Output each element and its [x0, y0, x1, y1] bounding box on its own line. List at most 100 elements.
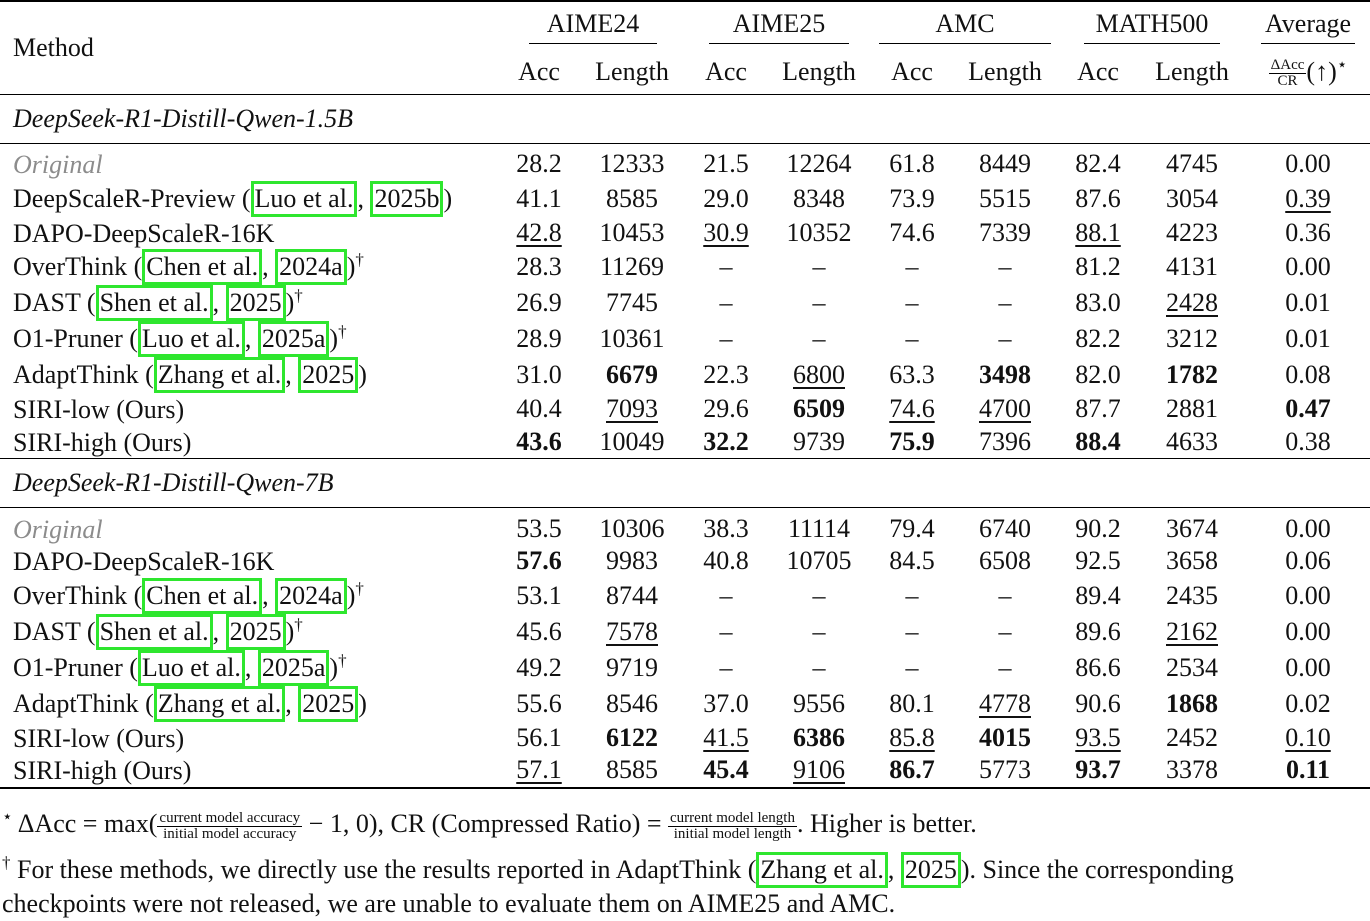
value-cell: 6800 — [793, 360, 845, 390]
citation-link[interactable]: 2025 — [298, 685, 359, 722]
method-name: DAPO-DeepScaleR-16K — [13, 218, 275, 248]
method-cell: DAPO-DeepScaleR-16K — [0, 545, 500, 578]
value-cell: 3054 — [1166, 183, 1218, 213]
value-cell: 57.1 — [516, 755, 562, 785]
value-cell: 10306 — [599, 513, 665, 543]
value-cell: 0.00 — [1285, 616, 1331, 646]
value-cell: – — [812, 252, 826, 282]
value-cell: 30.9 — [703, 217, 749, 247]
citation-link[interactable]: Zhang et al. — [756, 852, 888, 888]
citation-link[interactable]: 2025a — [257, 321, 330, 358]
value-cell: 75.9 — [889, 427, 935, 457]
math500-header: MATH500 — [1083, 9, 1221, 44]
citation-link[interactable]: Zhang et al. — [153, 685, 286, 722]
value-cell: 29.6 — [703, 394, 749, 424]
value-cell: 4633 — [1166, 427, 1218, 457]
value-cell: 3378 — [1166, 755, 1218, 785]
method-name: AdaptThink ( — [13, 360, 154, 390]
value-cell: 0.00 — [1285, 252, 1331, 282]
citation-link[interactable]: 2025 — [225, 613, 286, 650]
dagger-mark: † — [338, 322, 347, 342]
table-row: Original 28.2 12333 21.5 12264 61.8 8449 82.4 47… — [0, 144, 1370, 181]
delta-acc-over-cr: ΔAcc CR — [1268, 57, 1307, 90]
method-cell: AdaptThink (Zhang et al., 2025) — [0, 685, 500, 722]
footnote-star: ⋆ ΔAcc = max(current model accuracy initi… — [2, 807, 977, 842]
value-cell: 89.6 — [1075, 616, 1121, 646]
value-cell: 4223 — [1166, 217, 1218, 247]
method-cell: OverThink (Chen et al., 2024a)† — [0, 249, 500, 286]
dagger-mark: † — [294, 614, 303, 634]
citation-link[interactable]: Luo et al. — [137, 321, 245, 358]
value-cell: 80.1 — [889, 688, 935, 718]
results-table: Method AIME24 AIME25 AMC MATH500 Average… — [0, 0, 1370, 790]
method-name: O1-Pruner ( — [13, 324, 138, 354]
length-header: Length — [968, 57, 1042, 86]
citation-link[interactable]: Zhang et al. — [153, 357, 286, 394]
aime24-header: AIME24 — [528, 9, 658, 44]
value-cell: 86.7 — [889, 755, 935, 785]
value-cell: 0.00 — [1285, 580, 1331, 610]
method-name: DAST ( — [13, 616, 96, 646]
value-cell: 79.4 — [889, 513, 935, 543]
citation-link[interactable]: 2024a — [275, 249, 347, 286]
value-cell: 0.38 — [1285, 427, 1331, 457]
citation-link[interactable]: Chen et al. — [142, 577, 263, 614]
value-cell: 92.5 — [1075, 546, 1121, 576]
citation-link[interactable]: 2025 — [225, 285, 286, 322]
method-cell: SIRI-high (Ours) — [0, 754, 500, 788]
table-row: SIRI-high (Ours) 43.6 10049 32.2 9739 75.9 739… — [0, 426, 1370, 459]
aime25-header: AIME25 — [708, 9, 850, 44]
method-cell: Original — [0, 144, 500, 181]
value-cell: 87.7 — [1075, 394, 1121, 424]
citation-link[interactable]: 2025b — [370, 180, 444, 217]
citation-link[interactable]: 2024a — [275, 577, 347, 614]
value-cell: 9719 — [606, 652, 658, 682]
citation-link[interactable]: Shen et al. — [95, 613, 213, 650]
value-cell: 12264 — [786, 149, 852, 179]
table-row: SIRI-low (Ours) 40.4 7093 29.6 6509 74.6 4700 8… — [0, 393, 1370, 426]
value-cell: 31.0 — [516, 360, 562, 390]
value-cell: 22.3 — [703, 360, 749, 390]
method-name: AdaptThink ( — [13, 688, 154, 718]
value-cell: 2452 — [1166, 722, 1218, 752]
table-row: O1-Pruner (Luo et al., 2025a)† 28.9 10361 –… — [0, 321, 1370, 358]
value-cell: 0.36 — [1285, 217, 1331, 247]
value-cell: 56.1 — [516, 722, 562, 752]
value-cell: 38.3 — [703, 513, 749, 543]
value-cell: – — [812, 324, 826, 354]
method-cell: SIRI-high (Ours) — [0, 426, 500, 459]
value-cell: 5515 — [979, 183, 1031, 213]
value-cell: – — [905, 252, 919, 282]
value-cell: 28.2 — [516, 149, 562, 179]
value-cell: 6508 — [979, 546, 1031, 576]
method-name: Original — [13, 514, 103, 544]
table-row: DAPO-DeepScaleR-16K 57.6 9983 40.8 10705 84.5… — [0, 545, 1370, 578]
value-cell: 74.6 — [889, 217, 935, 247]
method-name: O1-Pruner ( — [13, 652, 138, 682]
value-cell: – — [998, 324, 1012, 354]
acc-header: Acc — [1077, 57, 1119, 86]
value-cell: 9983 — [606, 546, 658, 576]
value-cell: 0.01 — [1285, 288, 1331, 318]
citation-link[interactable]: Luo et al. — [250, 180, 358, 217]
value-cell: – — [905, 616, 919, 646]
dagger-mark: † — [338, 650, 347, 670]
method-name: SIRI-high (Ours) — [13, 756, 192, 786]
citation-link[interactable]: Luo et al. — [137, 649, 245, 686]
citation-link[interactable]: Shen et al. — [95, 285, 213, 322]
value-cell: 0.08 — [1285, 360, 1331, 390]
value-cell: 82.4 — [1075, 149, 1121, 179]
citation-link[interactable]: 2025 — [900, 852, 961, 888]
footnote-dagger: † For these methods, we directly use the… — [2, 852, 1234, 888]
value-cell: 7578 — [606, 616, 658, 646]
table-row: DAST (Shen et al., 2025)† 45.6 7578 – – – – 89.… — [0, 613, 1370, 650]
header-row-metrics: Acc Length Acc Length Acc Length Acc Len… — [0, 50, 1370, 95]
method-name: OverThink ( — [13, 252, 143, 282]
value-cell: – — [998, 580, 1012, 610]
citation-link[interactable]: 2025 — [298, 357, 359, 394]
citation-link[interactable]: Chen et al. — [142, 249, 263, 286]
value-cell: 2435 — [1166, 580, 1218, 610]
value-cell: 41.1 — [516, 183, 562, 213]
method-cell: SIRI-low (Ours) — [0, 393, 500, 426]
citation-link[interactable]: 2025a — [257, 649, 330, 686]
